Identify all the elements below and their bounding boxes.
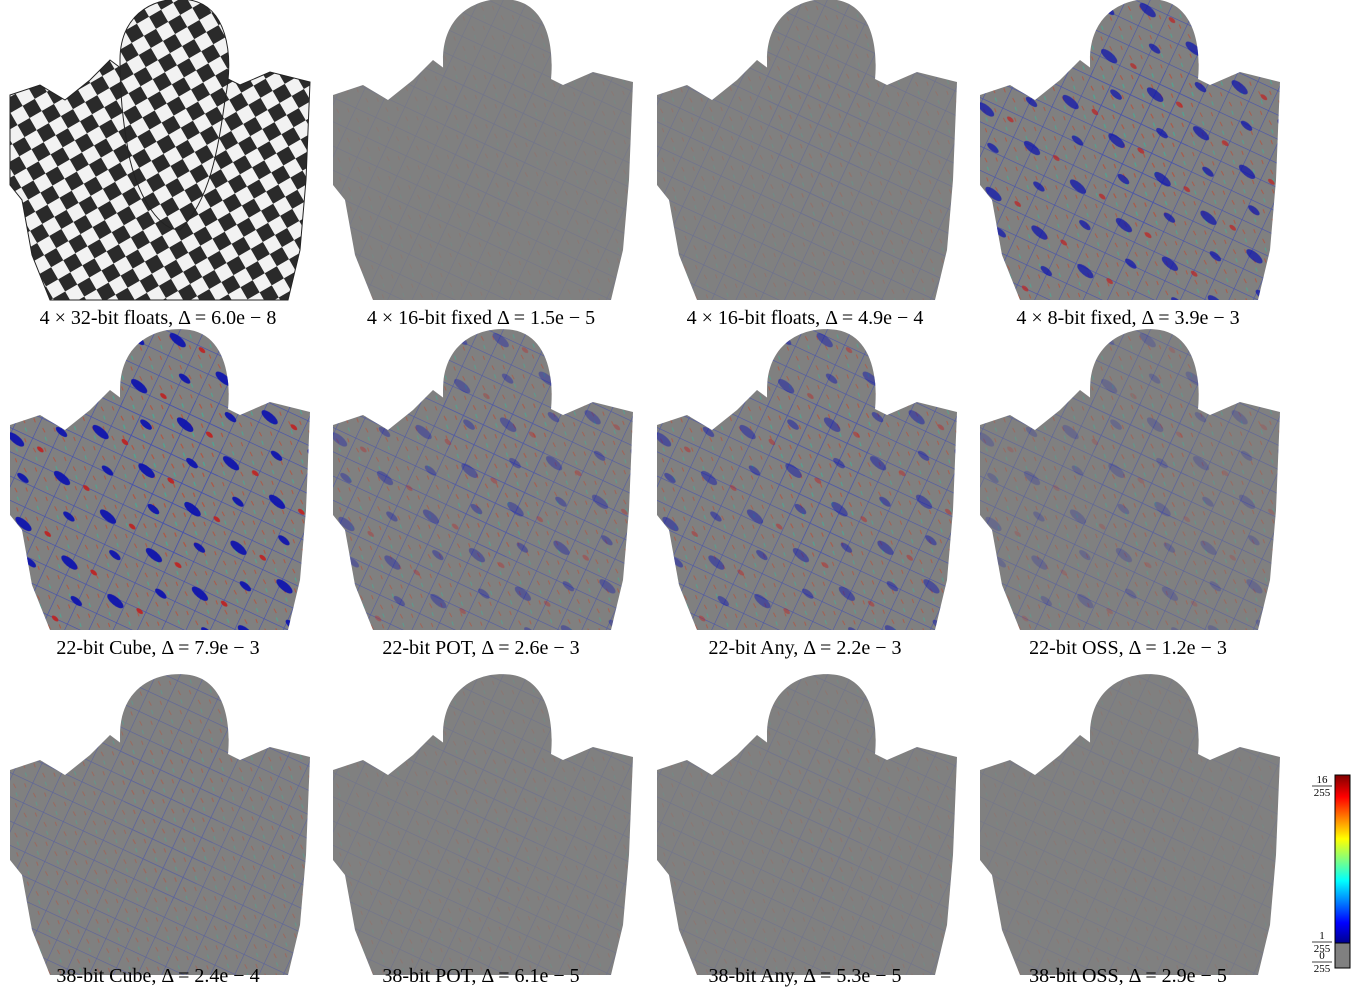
caption: 4 × 16-bit floats, Δ = 4.9e − 4 [687, 307, 924, 329]
colorbar-numerator: 1 [1319, 930, 1325, 942]
caption: 22-bit Cube, Δ = 7.9e − 3 [56, 637, 259, 659]
error-overlay [10, 329, 310, 630]
caption: 38-bit OSS, Δ = 2.9e − 5 [1029, 965, 1227, 987]
error-overlay [10, 674, 310, 975]
caption: 4 × 32-bit floats, Δ = 6.0e − 8 [40, 307, 277, 329]
error-overlay [657, 0, 957, 300]
figure: 1625512550255 4 × 32-bit floats, Δ = 6.0… [0, 0, 1351, 999]
error-overlay [657, 329, 957, 630]
panel-image [10, 0, 310, 300]
panel [980, 674, 1280, 975]
error-overlay [980, 0, 1280, 300]
panel [10, 0, 310, 300]
panel [657, 0, 957, 300]
caption: 22-bit OSS, Δ = 1.2e − 3 [1029, 637, 1227, 659]
colorbar-denominator: 255 [1314, 963, 1331, 975]
panel [980, 329, 1280, 630]
caption: 38-bit POT, Δ = 6.1e − 5 [382, 965, 579, 987]
panel [10, 329, 310, 630]
panel [657, 674, 957, 975]
caption: 4 × 16-bit fixed Δ = 1.5e − 5 [367, 307, 595, 329]
panel [333, 329, 633, 630]
error-overlay [333, 0, 633, 300]
colorbar-gradient [1335, 775, 1350, 943]
colorbar-numerator: 0 [1319, 950, 1325, 962]
colorbar-denominator: 255 [1314, 787, 1331, 799]
panel [333, 0, 633, 300]
colorbar-zero [1335, 943, 1350, 968]
error-overlay [333, 674, 633, 975]
panel [657, 329, 957, 630]
caption: 38-bit Any, Δ = 5.3e − 5 [708, 965, 901, 987]
error-overlay [657, 674, 957, 975]
caption: 4 × 8-bit fixed, Δ = 3.9e − 3 [1016, 307, 1239, 329]
panel [333, 674, 633, 975]
panel [10, 674, 310, 975]
panel [980, 0, 1280, 300]
caption: 38-bit Cube, Δ = 2.4e − 4 [56, 965, 259, 987]
caption: 22-bit POT, Δ = 2.6e − 3 [382, 637, 579, 659]
error-overlay [333, 329, 633, 630]
error-overlay [980, 329, 1280, 630]
colorbar-numerator: 16 [1317, 774, 1329, 786]
error-overlay [980, 674, 1280, 975]
panels [10, 0, 1280, 975]
caption: 22-bit Any, Δ = 2.2e − 3 [708, 637, 901, 659]
